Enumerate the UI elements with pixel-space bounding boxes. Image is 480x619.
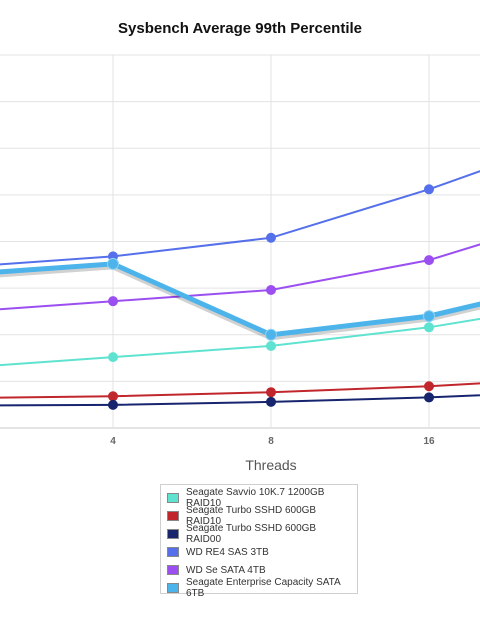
series-line-shadow — [0, 262, 480, 341]
data-point[interactable] — [424, 381, 434, 392]
data-point[interactable] — [424, 322, 434, 333]
legend-swatch — [167, 529, 179, 539]
chart-plot-area: 4 8 16 Threads — [0, 54, 480, 473]
series-0 — [0, 317, 480, 367]
chart-grid — [0, 54, 480, 429]
legend-swatch — [167, 493, 179, 503]
series-5 — [0, 257, 480, 341]
legend-swatch — [167, 547, 179, 557]
legend-label: WD Se SATA 4TB — [186, 564, 266, 576]
x-axis-ticks: 4 8 16 — [110, 436, 435, 447]
legend-swatch — [167, 565, 179, 575]
legend-item[interactable]: Seagate Savvio 10K.7 1200GB RAID10 — [167, 487, 351, 509]
data-point[interactable] — [266, 387, 276, 398]
data-point[interactable] — [424, 184, 434, 195]
legend-item[interactable]: Seagate Turbo SSHD 600GB RAID10 — [167, 505, 351, 527]
legend-label: WD RE4 SAS 3TB — [186, 546, 269, 558]
x-tick-label: 16 — [423, 436, 435, 447]
data-point[interactable] — [108, 296, 118, 307]
series-1 — [0, 381, 480, 402]
data-point[interactable] — [424, 255, 434, 266]
legend-item[interactable]: Seagate Enterprise Capacity SATA 6TB — [167, 577, 351, 599]
data-point[interactable] — [266, 396, 276, 407]
chart-title: Sysbench Average 99th Percentile — [118, 20, 362, 37]
data-point[interactable] — [423, 310, 435, 323]
series-line — [0, 170, 480, 266]
series-line — [0, 243, 480, 311]
data-point[interactable] — [424, 392, 434, 403]
legend-label: Seagate Turbo SSHD 600GB RAID10 — [186, 505, 317, 527]
data-point[interactable] — [107, 257, 119, 270]
series-line — [0, 382, 480, 399]
legend-label: Seagate Turbo SSHD 600GB RAID00 — [186, 523, 317, 545]
series-3 — [0, 170, 480, 266]
x-tick-label: 8 — [268, 436, 274, 447]
data-point[interactable] — [108, 391, 118, 402]
data-point[interactable] — [266, 340, 276, 351]
chart-legend: Seagate Savvio 10K.7 1200GB RAID10 Seagat… — [160, 484, 358, 599]
legend-item[interactable]: WD RE4 SAS 3TB — [167, 543, 351, 561]
legend-item[interactable]: Seagate Turbo SSHD 600GB RAID00 — [167, 523, 351, 545]
legend-swatch — [167, 511, 179, 521]
series-4 — [0, 243, 480, 311]
chart-series — [0, 170, 480, 410]
data-point[interactable] — [108, 352, 118, 363]
data-point[interactable] — [265, 328, 277, 341]
data-point[interactable] — [108, 399, 118, 410]
series-2 — [0, 392, 480, 410]
data-point[interactable] — [266, 284, 276, 295]
data-point[interactable] — [266, 232, 276, 243]
legend-label: Seagate Savvio 10K.7 1200GB RAID10 — [186, 487, 325, 509]
legend-item[interactable]: WD Se SATA 4TB — [167, 561, 351, 579]
x-axis-label: Threads — [245, 457, 296, 473]
x-tick-label: 4 — [110, 436, 116, 447]
legend-swatch — [167, 583, 179, 593]
legend-label: Seagate Enterprise Capacity SATA 6TB — [186, 577, 341, 599]
